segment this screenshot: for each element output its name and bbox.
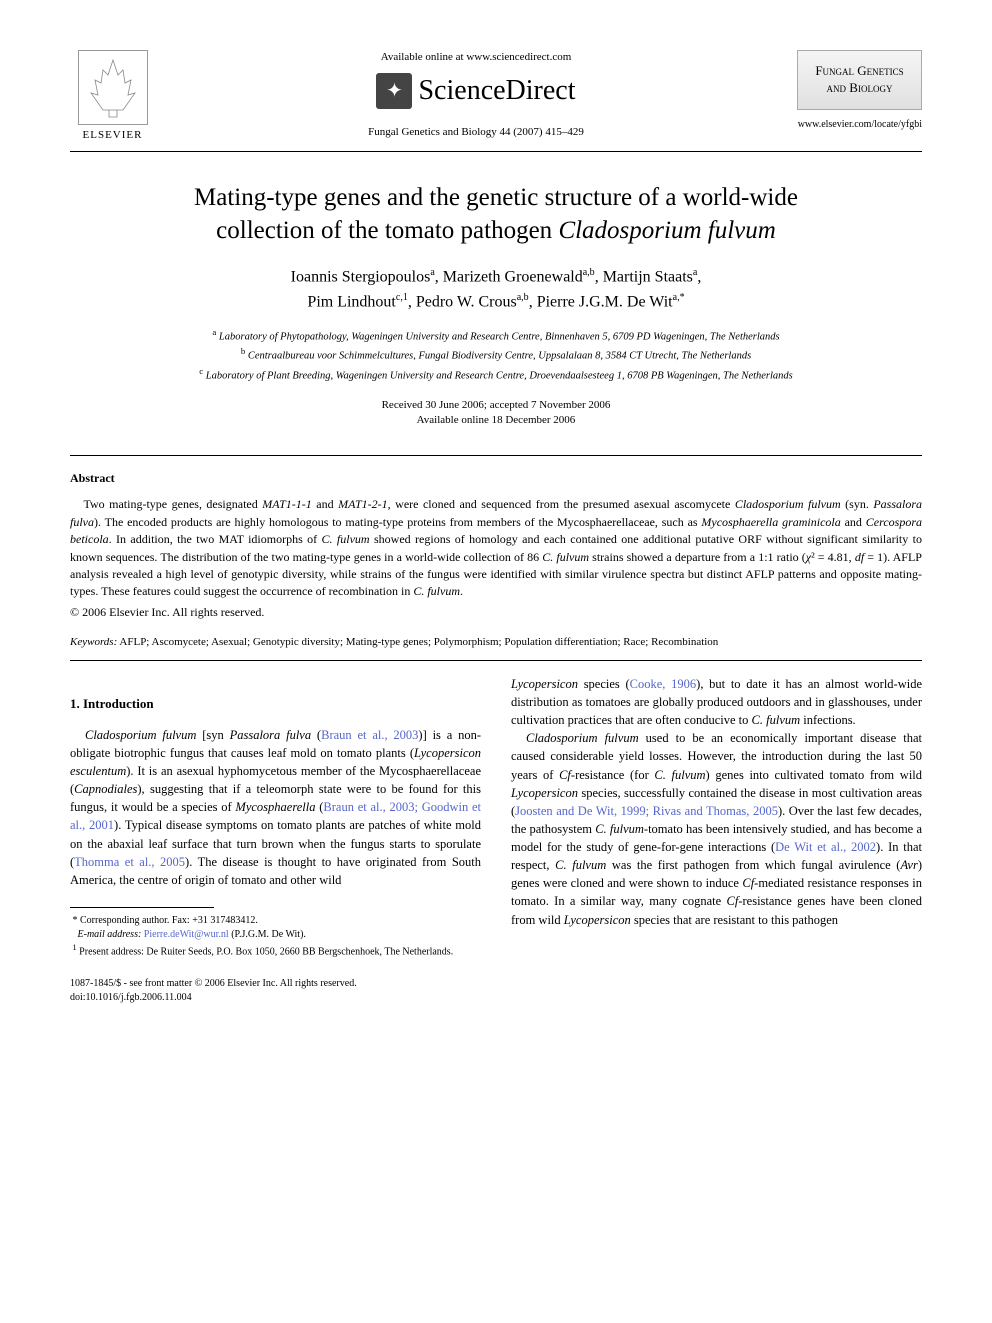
citation-link[interactable]: Cooke, 1906 <box>630 677 696 691</box>
affiliation-a: Laboratory of Phytopathology, Wageningen… <box>219 332 780 343</box>
email-link[interactable]: Pierre.deWit@wur.nl <box>144 929 229 940</box>
abstract-rule-bottom <box>70 660 922 661</box>
citation-link[interactable]: Joosten and De Wit, 1999; Rivas and Thom… <box>515 804 778 818</box>
intro-heading: 1. Introduction <box>70 695 481 714</box>
footer: 1087-1845/$ - see front matter © 2006 El… <box>70 977 481 1005</box>
copyright: © 2006 Elsevier Inc. All rights reserved… <box>70 604 922 621</box>
available-online-text: Available online at www.sciencedirect.co… <box>175 50 777 65</box>
header-rule <box>70 151 922 152</box>
corresponding-author: * Corresponding author. Fax: +31 3174834… <box>70 914 481 928</box>
author-5-aff: a,b <box>517 292 529 303</box>
dates: Received 30 June 2006; accepted 7 Novemb… <box>70 398 922 429</box>
authors: Ioannis Stergiopoulosa, Marizeth Groenew… <box>70 265 922 314</box>
author-2-aff: a,b <box>583 267 595 278</box>
intro-para-1-cont: Lycopersicon species (Cooke, 1906), but … <box>511 675 922 729</box>
author-4-aff: c,1 <box>396 292 408 303</box>
author-6: Pierre J.G.M. De Wit <box>537 293 673 310</box>
column-right: Lycopersicon species (Cooke, 1906), but … <box>511 675 922 1005</box>
column-left: 1. Introduction Cladosporium fulvum [syn… <box>70 675 481 1005</box>
intro-para-2: Cladosporium fulvum used to be an econom… <box>511 729 922 928</box>
elsevier-label: ELSEVIER <box>83 128 143 143</box>
abstract-rule-top <box>70 455 922 456</box>
email-line: E-mail address: Pierre.deWit@wur.nl (P.J… <box>70 928 481 942</box>
sciencedirect-label: ScienceDirect <box>418 71 575 110</box>
elsevier-tree-icon <box>78 50 148 125</box>
author-2: Marizeth Groenewald <box>443 269 583 286</box>
keywords-text: AFLP; Ascomycete; Asexual; Genotypic div… <box>117 636 718 648</box>
title-line1: Mating-type genes and the genetic struct… <box>194 184 798 211</box>
author-5: Pedro W. Crous <box>416 293 517 310</box>
compass-icon: ✦ <box>376 73 412 109</box>
author-3-aff: a <box>693 267 697 278</box>
abstract-label: Abstract <box>70 470 922 487</box>
citation-link[interactable]: Braun et al., 2003 <box>321 728 418 742</box>
center-header: Available online at www.sciencedirect.co… <box>155 50 797 140</box>
citation-link[interactable]: Thomma et al., 2005 <box>74 855 185 869</box>
footnote-rule <box>70 907 214 908</box>
front-matter: 1087-1845/$ - see front matter © 2006 El… <box>70 977 481 991</box>
keywords: Keywords: AFLP; Ascomycete; Asexual; Gen… <box>70 635 922 650</box>
journal-box-line1: Fungal Genetics <box>804 63 915 80</box>
keywords-label: Keywords: <box>70 636 117 648</box>
journal-url: www.elsevier.com/locate/yfgbi <box>797 118 922 132</box>
journal-logo-box: Fungal Genetics and Biology www.elsevier… <box>797 50 922 132</box>
online-date: Available online 18 December 2006 <box>417 414 576 426</box>
author-4: Pim Lindhout <box>307 293 395 310</box>
affiliation-b: Centraalbureau voor Schimmelcultures, Fu… <box>248 351 751 362</box>
journal-box: Fungal Genetics and Biology <box>797 50 922 110</box>
author-1-aff: a <box>430 267 434 278</box>
citation-link[interactable]: De Wit et al., 2002 <box>775 840 876 854</box>
header: ELSEVIER Available online at www.science… <box>70 50 922 143</box>
article-title: Mating-type genes and the genetic struct… <box>110 182 882 247</box>
author-3: Martijn Staats <box>603 269 693 286</box>
intro-para-1: Cladosporium fulvum [syn Passalora fulva… <box>70 726 481 889</box>
author-1: Ioannis Stergiopoulos <box>291 269 431 286</box>
received-date: Received 30 June 2006; accepted 7 Novemb… <box>382 399 611 411</box>
journal-reference: Fungal Genetics and Biology 44 (2007) 41… <box>175 125 777 140</box>
title-species: Cladosporium fulvum <box>558 217 775 244</box>
affiliations: a Laboratory of Phytopathology, Wagening… <box>70 326 922 384</box>
author-6-aff: a,* <box>673 292 685 303</box>
title-line2a: collection of the tomato pathogen <box>216 217 558 244</box>
journal-box-line2: and Biology <box>804 80 915 97</box>
doi: doi:10.1016/j.fgb.2006.11.004 <box>70 991 481 1005</box>
sciencedirect-logo: ✦ ScienceDirect <box>175 71 777 110</box>
affiliation-c: Laboratory of Plant Breeding, Wageningen… <box>206 370 793 381</box>
footnotes: * Corresponding author. Fax: +31 3174834… <box>70 914 481 959</box>
present-address: 1 Present address: De Ruiter Seeds, P.O.… <box>70 942 481 959</box>
abstract-text: Two mating-type genes, designated MAT1-1… <box>70 496 922 600</box>
body-columns: 1. Introduction Cladosporium fulvum [syn… <box>70 675 922 1005</box>
elsevier-logo: ELSEVIER <box>70 50 155 143</box>
